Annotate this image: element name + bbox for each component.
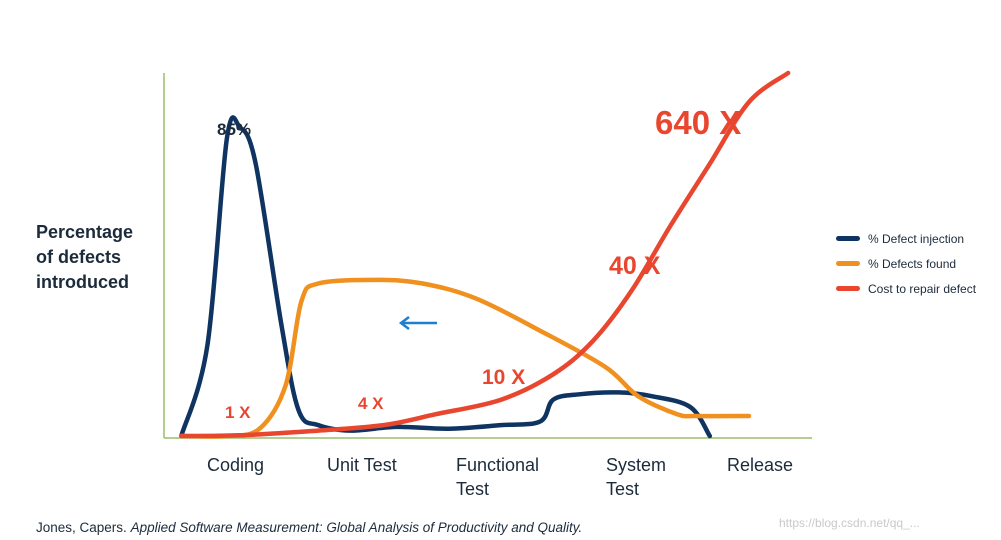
series-line-defects-found [179, 277, 752, 439]
legend-label: % Defects found [868, 256, 957, 271]
legend: % Defect injection % Defects found Cost … [836, 226, 976, 301]
legend-swatch [836, 236, 860, 241]
x-tick-text: Test [456, 479, 490, 499]
cost-label: 1 X [225, 403, 251, 422]
y-axis-label: Percentage of defects introduced [36, 220, 166, 295]
blue-arrow-icon [398, 316, 437, 330]
series-layer [179, 70, 791, 439]
cost-label: 10 X [482, 366, 526, 389]
legend-item: Cost to repair defect [836, 276, 976, 301]
legend-item: % Defects found [836, 251, 976, 276]
x-tick-text: System [606, 455, 667, 475]
x-tick-text: Unit Test [327, 455, 397, 475]
cost-label: 640 X [655, 104, 742, 141]
cost-label: 4 X [358, 394, 384, 413]
legend-label: % Defect injection [868, 231, 965, 246]
x-tick-label: Coding [207, 453, 264, 477]
citation: Jones, Capers. Applied Software Measurem… [36, 520, 582, 535]
citation-title: Applied Software Measurement: Global Ana… [130, 520, 583, 535]
legend-label: Cost to repair defect [868, 281, 977, 296]
cost-label: 40 X [609, 252, 661, 280]
y-axis-label-line: Percentage [36, 222, 134, 242]
x-tick-text: Release [727, 455, 794, 475]
series-line-cost-to-repair [179, 70, 791, 439]
x-tick-text: Coding [207, 455, 265, 475]
watermark: https://blog.csdn.net/qq_... [779, 516, 920, 530]
x-tick-label: Unit Test [327, 453, 397, 477]
peak-label: 85% [217, 120, 252, 139]
legend-swatch [836, 261, 860, 266]
legend-item: % Defect injection [836, 226, 976, 251]
y-axis-label-line: introduced [36, 272, 129, 292]
series-line-defect-injection [179, 115, 713, 439]
x-tick-label: System Test [606, 453, 666, 501]
x-tick-text: Test [606, 479, 640, 499]
x-tick-text: Functional [456, 455, 540, 475]
y-axis-label-line: of defects [36, 247, 122, 267]
citation-author: Jones, Capers. [36, 520, 127, 535]
legend-swatch [836, 286, 860, 291]
x-tick-label: Functional Test [456, 453, 539, 501]
x-tick-label: Release [727, 453, 793, 477]
